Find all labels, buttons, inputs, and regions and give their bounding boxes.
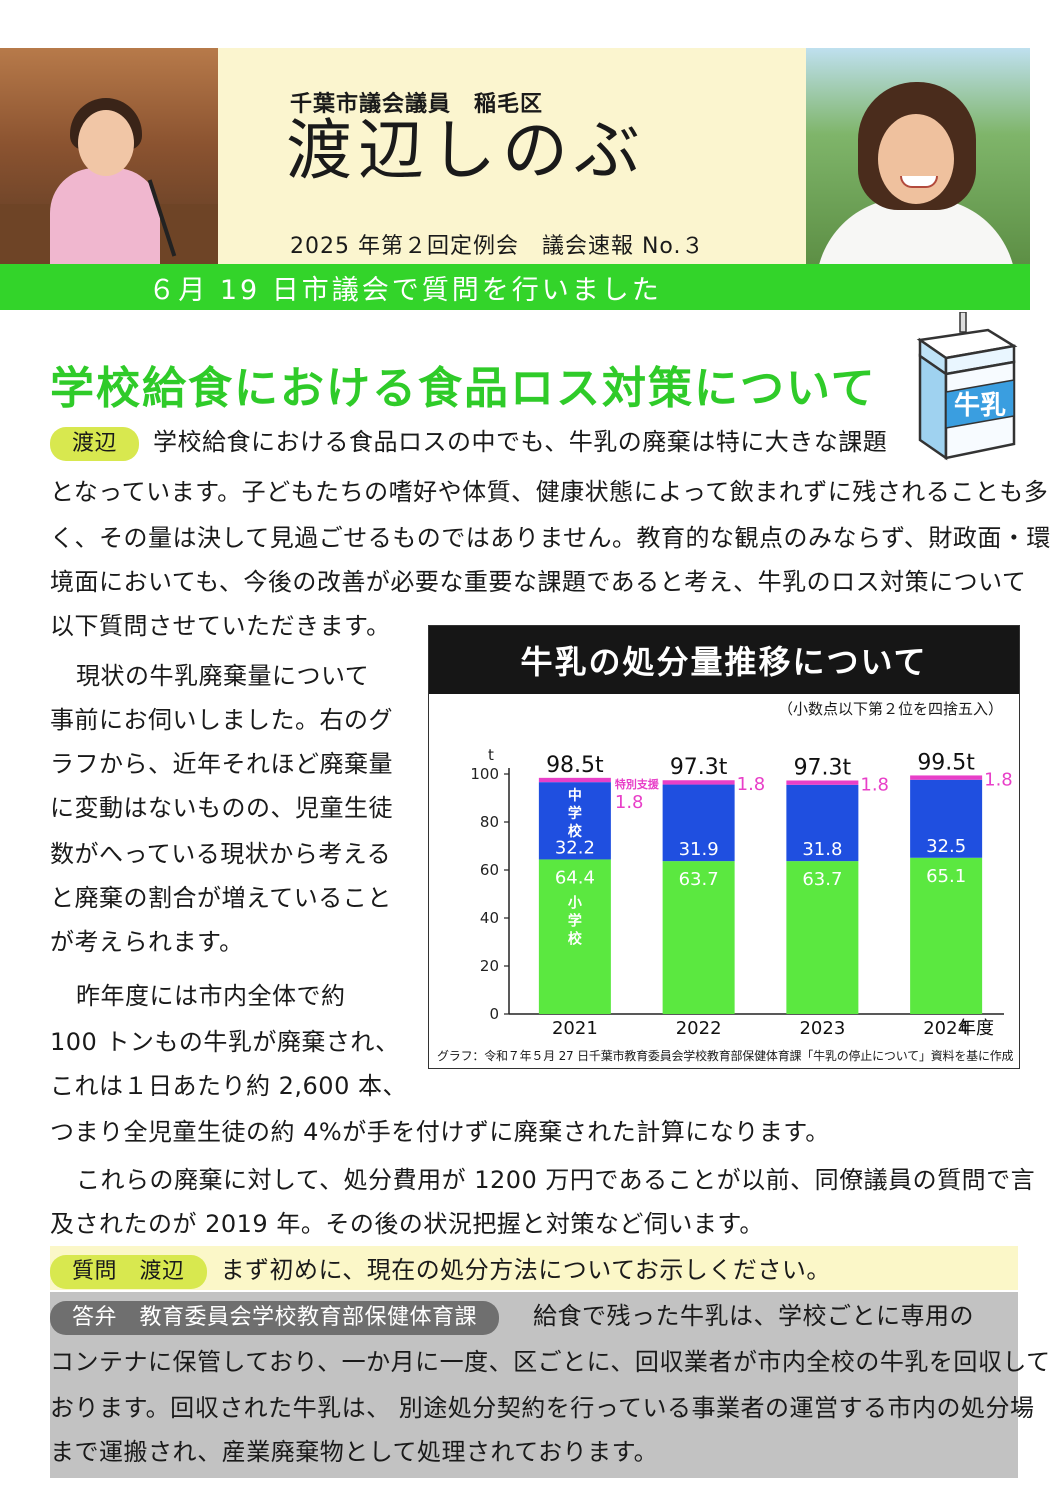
bar-小学校-2021 [538, 859, 611, 1014]
intro-line-4: 境面においても、今後の改善が必要な重要な課題であると考え、牛乳のロス対策について [50, 568, 1027, 596]
series-label-特別支援: 特別支援 [615, 777, 660, 791]
para3-line-4: つまり全児童生徒の約 4%が手を付けずに廃棄された計算になります。 [50, 1118, 830, 1146]
para4-line-1: これらの廃棄に対して、処分費用が 1200 万円であることが以前、同僚議員の質問… [76, 1166, 1036, 1194]
total-label-2021: 98.5t [546, 753, 604, 778]
portrait-photo [806, 48, 1030, 264]
member-name: 渡辺しのぶ [286, 112, 646, 189]
para2-line-4: に変動はないものの、児童生徒 [50, 794, 393, 822]
bar-中学校-2021 [538, 782, 611, 860]
para3-line-1: 昨年度には市内全体で約 [76, 982, 346, 1010]
series-label-char-小学校: 学 [568, 912, 582, 929]
bar-小学校-2023 [786, 861, 859, 1014]
series-label-char-中学校: 中 [568, 787, 582, 804]
data-label-小学校-2021: 64.4 [555, 867, 595, 888]
para2-line-1: 現状の牛乳廃棄量について [76, 662, 370, 690]
data-label-中学校-2021: 32.2 [555, 837, 595, 858]
bar-特別支援-2022 [662, 780, 735, 785]
y-tick-label: 80 [480, 813, 499, 831]
bar-小学校-2022 [662, 861, 735, 1014]
headline-banner: ６月 19 日市議会で質問を行いました [0, 264, 1030, 310]
x-unit-label: 年度 [958, 1018, 994, 1039]
intro-line-2: となっています。子どもたちの嗜好や体質、健康状態によって飲まれずに残されることも… [50, 478, 1049, 506]
total-label-2023: 97.3t [794, 755, 852, 780]
chart-caption: グラフ：令和７年５月 27 日千葉市教育委員会学校教育部保健体育課「牛乳の停止に… [437, 1049, 1014, 1063]
bar-中学校-2022 [662, 784, 735, 862]
y-tick-label: 20 [480, 957, 499, 975]
chart-title: 牛乳の処分量推移について [429, 626, 1019, 694]
total-label-2024: 99.5t [917, 750, 975, 775]
intro-line-1: 渡辺 学校給食における食品ロスの中でも、牛乳の廃棄は特に大きな課題 [50, 422, 887, 462]
answer-pill: 答弁 教育委員会学校教育部保健体育課 [50, 1301, 500, 1335]
x-tick-label: 2022 [676, 1018, 722, 1039]
para3-line-2: 100 トンもの牛乳が廃棄され、 [50, 1028, 400, 1056]
para3-line-3: これは１日あたり約 2,600 本、 [50, 1072, 407, 1100]
data-label-特別支援-2023: 1.8 [860, 774, 889, 795]
question-text: まず初めに、現在の処分方法についてお示しください。 [220, 1256, 831, 1284]
total-label-2022: 97.3t [670, 755, 728, 780]
para2-line-3: ラフから、近年それほど廃棄量 [50, 750, 393, 778]
data-label-小学校-2022: 63.7 [679, 869, 719, 890]
intro-line-3: く、その量は決して見過ごせるものではありません。教育的な観点のみならず、財政面・… [50, 524, 1051, 552]
para2-line-7: が考えられます。 [50, 928, 244, 956]
data-label-小学校-2024: 65.1 [926, 866, 966, 887]
question-pill: 質問 渡辺 [50, 1255, 207, 1289]
answer-line-3: おります。回収された牛乳は、 別途処分契約を行っている事業者の運営する市内の処分… [50, 1394, 1035, 1422]
bar-特別支援-2024 [910, 775, 983, 780]
data-label-特別支援-2024: 1.8 [984, 769, 1013, 790]
x-tick-label: 2023 [799, 1018, 845, 1039]
bar-特別支援-2021 [538, 777, 611, 783]
bar-中学校-2024 [910, 779, 983, 858]
assembly-photo [0, 48, 218, 264]
y-tick-label: 60 [480, 861, 499, 879]
intro-text-1: 学校給食における食品ロスの中でも、牛乳の廃棄は特に大きな課題 [153, 428, 888, 456]
question-line: 質問 渡辺 まず初めに、現在の処分方法についてお示しください。 [50, 1250, 831, 1290]
y-tick-label: 100 [470, 765, 499, 783]
x-tick-label: 2021 [552, 1018, 598, 1039]
banner-text: ６月 19 日市議会で質問を行いました [148, 274, 662, 306]
answer-line-2: コンテナに保管しており、一か月に一度、区ごとに、回収業者が市内全校の牛乳を回収し… [50, 1348, 1051, 1376]
answer-text-1: 給食で残った牛乳は、学校ごとに専用の [533, 1302, 975, 1330]
intro-line-5: 以下質問させていただきます。 [50, 612, 391, 640]
y-tick-label: 0 [489, 1005, 499, 1023]
bar-特別支援-2023 [786, 780, 859, 785]
x-tick-label: 2024 [923, 1018, 969, 1039]
chart-note: （小数点以下第２位を四捨五入） [777, 700, 1003, 718]
chart-plot: 020406080100t64.432.2特別支援1.8中学校小学校98.5t2… [470, 746, 1013, 1039]
speaker-pill: 渡辺 [50, 427, 140, 461]
milk-disposal-chart: 牛乳の処分量推移について （小数点以下第２位を四捨五入） 0 20 40 60 80 10… [428, 625, 1020, 1069]
data-label-中学校-2023: 31.8 [802, 839, 842, 860]
y-unit-label: t [488, 746, 494, 764]
question-band [50, 1246, 1018, 1290]
section-title: 学校給食における食品ロス対策について [50, 363, 877, 414]
data-label-特別支援-2021: 1.8 [615, 792, 644, 813]
issue-info: 2025 年第２回定例会 議会速報 No.３ [290, 234, 705, 259]
series-label-char-中学校: 学 [568, 805, 582, 822]
bar-中学校-2023 [786, 784, 859, 862]
carton-label: 牛乳 [954, 391, 1006, 421]
series-label-char-中学校: 校 [568, 823, 583, 840]
para4-line-2: 及されたのが 2019 年。その後の状況把握と対策など伺います。 [50, 1210, 764, 1238]
bar-小学校-2024 [910, 857, 983, 1014]
answer-line-1: 答弁 教育委員会学校教育部保健体育課 給食で残った牛乳は、学校ごとに専用の [50, 1296, 974, 1336]
milk-carton-icon: 牛乳 [916, 312, 1018, 461]
para2-line-6: と廃棄の割合が増えていること [50, 884, 392, 912]
series-label-char-小学校: 校 [568, 930, 583, 947]
data-label-小学校-2023: 63.7 [802, 869, 842, 890]
answer-line-4: まで運搬され、産業廃棄物として処理されております。 [50, 1438, 659, 1466]
para2-line-5: 数がへっている現状から考える [50, 840, 392, 868]
y-tick-label: 40 [480, 909, 499, 927]
series-label-char-小学校: 小 [568, 895, 582, 911]
data-label-特別支援-2022: 1.8 [737, 774, 766, 795]
data-label-中学校-2022: 31.9 [679, 839, 719, 860]
council-role: 千葉市議会議員 稲毛区 [290, 92, 544, 117]
data-label-中学校-2024: 32.5 [926, 836, 966, 857]
para2-line-2: 事前にお伺いしました。右のグ [50, 706, 393, 734]
